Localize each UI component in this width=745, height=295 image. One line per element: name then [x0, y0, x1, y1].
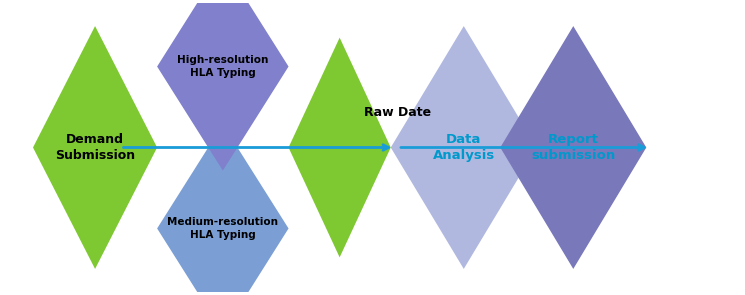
Text: Data
Analysis: Data Analysis — [433, 133, 495, 162]
Text: Medium-resolution
HLA Typing: Medium-resolution HLA Typing — [168, 217, 279, 240]
Polygon shape — [288, 38, 390, 257]
Text: Raw Date: Raw Date — [364, 106, 431, 119]
Polygon shape — [157, 0, 288, 171]
Polygon shape — [390, 26, 536, 269]
Polygon shape — [157, 124, 288, 295]
Polygon shape — [501, 26, 646, 269]
Polygon shape — [33, 26, 157, 269]
Text: Demand
Submission: Demand Submission — [55, 133, 135, 162]
Text: Report
submission: Report submission — [531, 133, 615, 162]
Text: High-resolution
HLA Typing: High-resolution HLA Typing — [177, 55, 268, 78]
